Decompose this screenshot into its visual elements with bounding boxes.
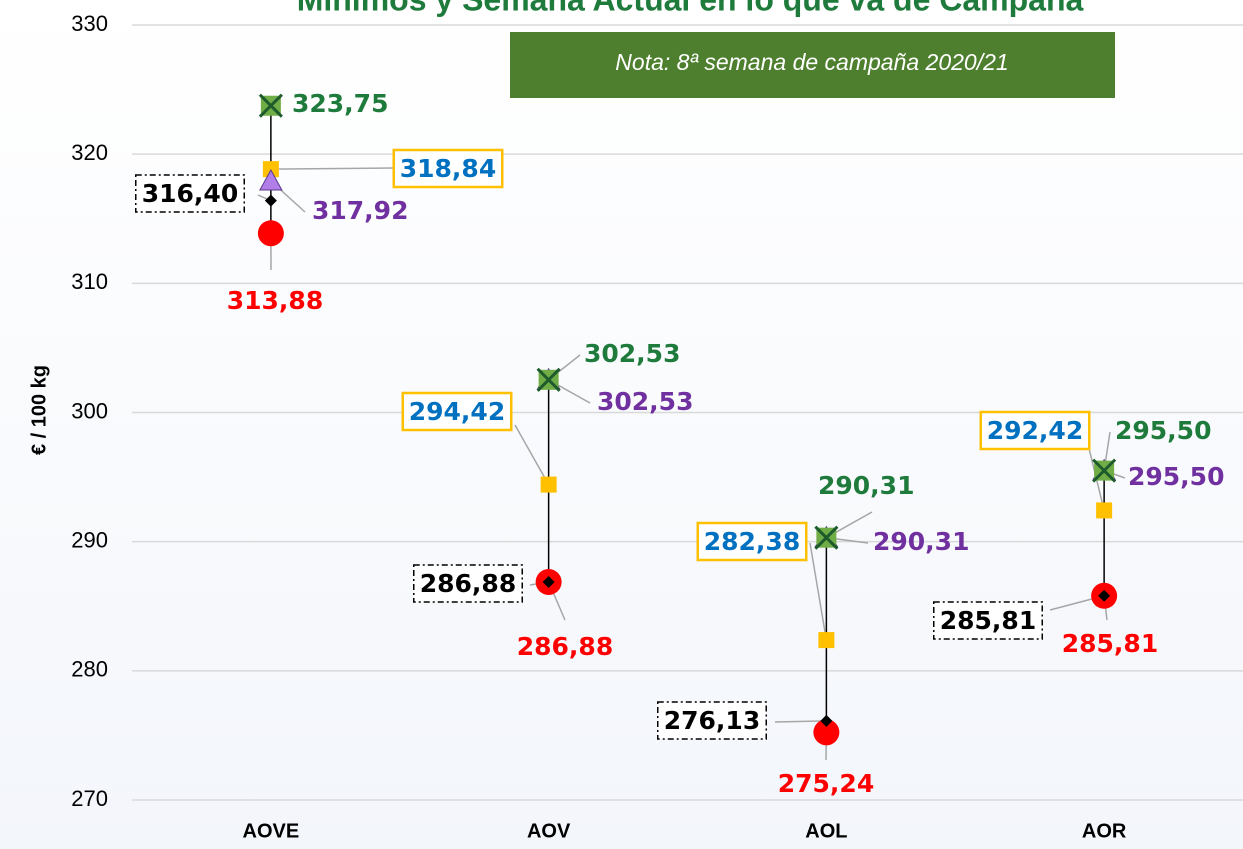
leader-line [809, 542, 828, 641]
data-label: 275,24 [778, 769, 874, 798]
label-box [401, 391, 513, 432]
data-label: 290,31 [873, 527, 969, 556]
data-label: 295,50 [1115, 416, 1211, 445]
y-tick-label: 290 [71, 527, 108, 552]
marker-diamond [1098, 589, 1111, 602]
chart-title: Mínimos y Semana Actual en lo que va de … [297, 0, 1084, 17]
marker-square [1096, 502, 1113, 519]
marker-x-square [258, 93, 283, 118]
data-label: 282,38 [704, 527, 800, 556]
data-label: 294,42 [409, 397, 505, 426]
data-label: 313,88 [227, 286, 323, 315]
data-label: 285,81 [940, 606, 1036, 635]
marker-part [536, 367, 561, 392]
x-tick-label: AOVE [243, 820, 300, 842]
y-tick-label: 320 [71, 140, 108, 165]
marker-triangle [259, 168, 283, 191]
marker-part [258, 93, 283, 118]
data-label: 318,84 [400, 154, 496, 183]
marker-x-square [1092, 458, 1117, 483]
label-box [392, 148, 504, 189]
x-tick-label: AOR [1082, 820, 1127, 842]
marker-x-square [536, 367, 561, 392]
y-tick-label: 310 [71, 269, 108, 294]
marker-square [818, 632, 835, 649]
y-tick-label: 300 [71, 398, 108, 423]
data-label: 302,53 [584, 339, 680, 368]
marker-diamond [542, 575, 555, 588]
label-box [979, 410, 1091, 451]
data-label: 323,75 [292, 89, 388, 118]
leader-line [774, 720, 827, 723]
x-tick-label: AOL [805, 820, 847, 842]
y-tick-label: 280 [71, 657, 108, 682]
marker-diamond [820, 714, 833, 727]
label-box [933, 601, 1043, 640]
y-tick-label: 330 [71, 11, 108, 36]
label-box [657, 701, 767, 740]
data-label: 290,31 [818, 471, 914, 500]
y-tick-label: 270 [71, 786, 108, 811]
y-axis-label: € / 100 kg [28, 365, 50, 455]
x-tick-label: AOV [527, 820, 571, 842]
data-label: 285,81 [1062, 629, 1158, 658]
label-box [135, 174, 245, 213]
leader-line [270, 167, 394, 170]
note: Nota: 8ª semana de campaña 2020/21 [615, 49, 1008, 75]
data-label: 286,88 [420, 569, 516, 598]
label-box [413, 564, 523, 603]
data-label: 292,42 [987, 416, 1083, 445]
leader-line [514, 424, 550, 485]
data-label: 317,92 [312, 196, 408, 225]
marker-part [814, 525, 839, 550]
data-label: 316,40 [142, 179, 238, 208]
marker-x-square [814, 525, 839, 550]
marker-circle [257, 220, 284, 247]
data-label: 286,88 [517, 632, 613, 661]
note-box [510, 32, 1115, 98]
marker-part [1092, 458, 1117, 483]
label-box [696, 521, 808, 562]
data-label: 302,53 [597, 387, 693, 416]
marker-diamond [264, 194, 277, 207]
data-label: 276,13 [664, 706, 760, 735]
data-label: 295,50 [1128, 462, 1224, 491]
marker-circle [813, 719, 840, 746]
marker-square [540, 476, 557, 493]
